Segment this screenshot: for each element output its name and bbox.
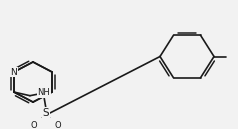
Text: N: N	[10, 67, 17, 76]
Text: NH: NH	[38, 88, 50, 98]
Text: S: S	[43, 108, 49, 118]
Text: O: O	[55, 121, 61, 129]
Text: O: O	[31, 121, 37, 129]
